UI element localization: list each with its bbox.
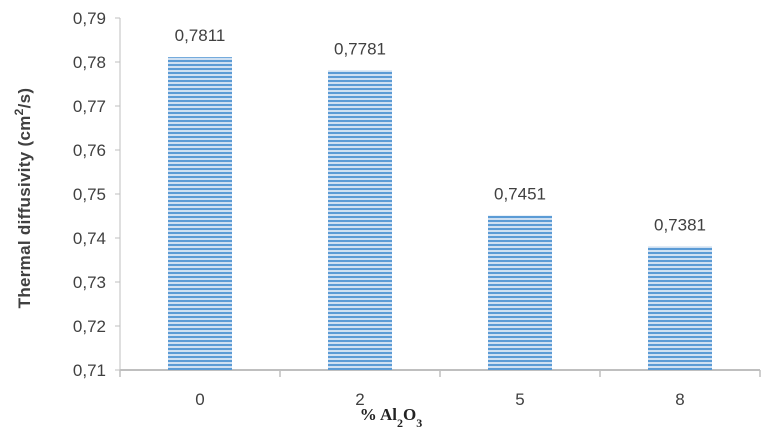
y-axis-title-prefix: Thermal diffusivity (cm <box>15 115 34 308</box>
y-tick-label: 0,78 <box>73 53 106 72</box>
bar <box>488 215 552 370</box>
x-tick-label: 0 <box>195 390 204 409</box>
x-tick-label: 5 <box>515 390 524 409</box>
x-tick-label: 8 <box>675 390 684 409</box>
x-axis-title-sub1: 2 <box>397 416 403 430</box>
x-axis-title-sub2: 3 <box>416 416 422 430</box>
y-axis-title-suffix: /s) <box>15 88 34 109</box>
bar <box>168 57 232 370</box>
data-label: 0,7811 <box>175 26 226 45</box>
bars <box>168 57 712 371</box>
y-tick-label: 0,77 <box>73 97 106 116</box>
y-axis: 0,71 0,72 0,73 0,74 0,75 0,76 0,77 0,78 0,79 <box>73 9 121 380</box>
y-tick-label: 0,79 <box>73 9 106 28</box>
y-tick-label: 0,76 <box>73 141 106 160</box>
y-axis-title: Thermal diffusivity (cm2/s) <box>12 88 34 309</box>
bar <box>648 246 712 370</box>
data-labels: 0,7811 0,7781 0,7451 0,7381 <box>175 26 706 234</box>
bar <box>328 70 392 371</box>
x-axis-title: % Al2O3 <box>360 405 423 430</box>
x-axis-title-prefix: % Al <box>360 405 398 424</box>
x-tick-label: 2 <box>355 390 364 409</box>
y-tick-label: 0,74 <box>73 229 106 248</box>
y-tick-label: 0,73 <box>73 273 106 292</box>
y-axis-title-sup: 2 <box>12 108 26 115</box>
x-axis: 0 2 5 8 <box>119 369 761 409</box>
y-tick-label: 0,71 <box>73 361 106 380</box>
data-label: 0,7451 <box>494 185 546 204</box>
x-axis-title-mid: O <box>403 405 416 424</box>
data-label: 0,7781 <box>334 39 386 58</box>
y-tick-label: 0,75 <box>73 185 106 204</box>
data-label: 0,7381 <box>654 215 706 234</box>
y-tick-label: 0,72 <box>73 317 106 336</box>
